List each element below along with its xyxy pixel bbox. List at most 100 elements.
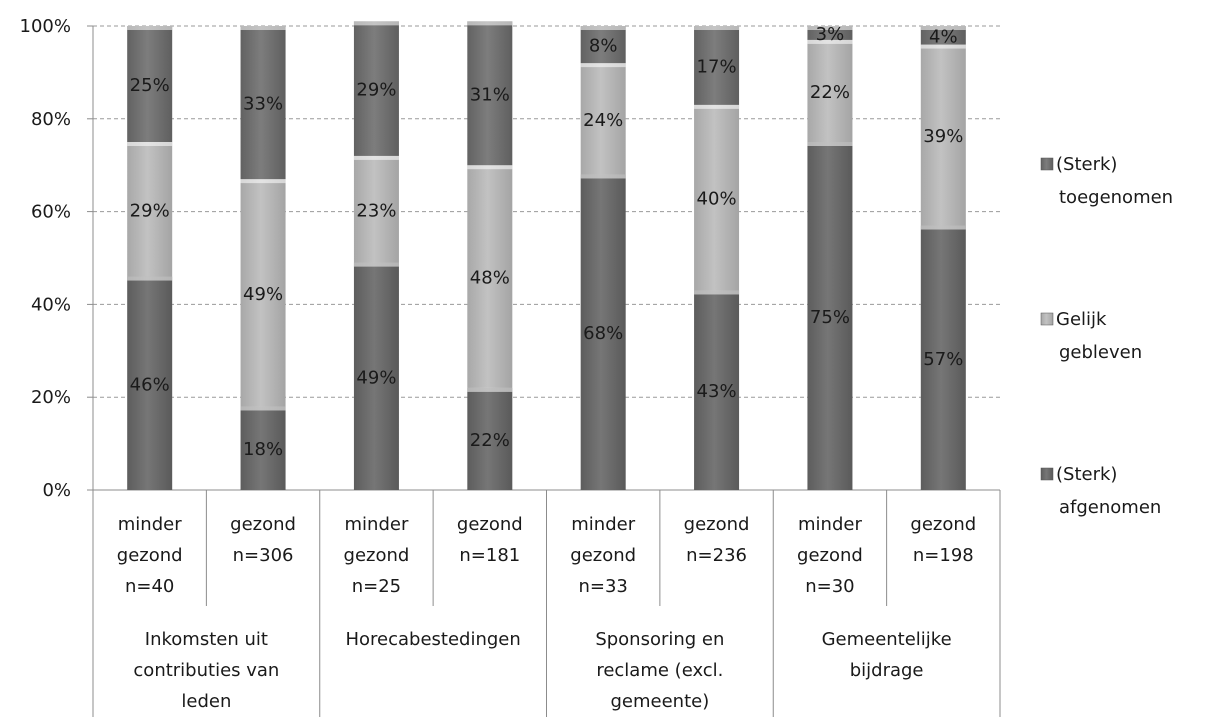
group-label: Inkomsten uit contributies van leden	[133, 629, 279, 712]
bar-segment	[580, 174, 626, 491]
data-label: 40%	[697, 189, 737, 210]
data-label: 22%	[810, 82, 850, 103]
data-label: 8%	[589, 36, 618, 57]
bar-segment	[920, 26, 966, 45]
bar-segment-highlight	[467, 387, 513, 392]
category-label: gezond n=236	[684, 514, 750, 566]
group-label: Horecabestedingen	[345, 629, 520, 650]
data-label: 57%	[923, 349, 963, 370]
bar-segment-highlight	[353, 262, 399, 267]
bar-segment	[920, 44, 966, 226]
bar-segment-highlight	[807, 142, 853, 146]
x-axis-labels: minder gezond n=40 gezond n=306 minder gezond n…	[117, 514, 976, 712]
bar-segment-highlight	[467, 21, 513, 26]
legend-label: Gelijk gebleven	[1056, 309, 1142, 363]
legend: (Sterk) toegenomen Gelijk gebleven (Sterk) af…	[1040, 154, 1173, 518]
y-tick-label: 100%	[20, 16, 71, 37]
bar-segment-highlight	[353, 155, 399, 160]
bar-segment-highlight	[580, 174, 626, 179]
bar-segment	[807, 39, 853, 142]
legend-swatch	[1040, 467, 1054, 481]
bar-segment	[467, 21, 513, 166]
bar-segment	[694, 26, 740, 105]
data-labels: 46% 29% 25% 18% 49% 33% 49% 23% 29% 22% 48% 31% 68% 2…	[130, 24, 964, 460]
bar-segment-highlight	[467, 165, 513, 170]
y-tick-label: 40%	[31, 294, 71, 315]
y-tick-label: 80%	[31, 109, 71, 130]
category-label: gezond n=198	[910, 514, 976, 566]
bar-segment	[240, 179, 286, 407]
bar-segment	[240, 26, 286, 180]
bar-segment-highlight	[920, 225, 966, 230]
data-label: 33%	[243, 94, 283, 115]
bar-segment	[580, 26, 626, 64]
legend-label: (Sterk) toegenomen	[1056, 154, 1173, 208]
data-label: 49%	[243, 284, 283, 305]
data-label: 24%	[583, 110, 623, 131]
data-label: 22%	[470, 430, 510, 451]
category-label: minder gezond n=30	[797, 514, 863, 597]
bar-segment	[127, 276, 173, 490]
data-label: 29%	[356, 80, 396, 101]
bar-segment	[467, 165, 513, 388]
bar-segment	[694, 104, 740, 291]
bar-segment	[694, 290, 740, 490]
bar-segment	[920, 225, 966, 490]
bar-segment-highlight	[920, 26, 966, 30]
legend-swatch	[1040, 312, 1054, 326]
axes: 0% 20% 40% 60% 80% 100%	[20, 16, 1001, 717]
data-label: 39%	[923, 126, 963, 147]
bar-segment-highlight	[694, 26, 740, 30]
category-label: minder gezond n=33	[570, 514, 636, 597]
y-tick-label: 20%	[31, 387, 71, 408]
legend-item: (Sterk) afgenomen	[1040, 464, 1161, 518]
data-label: 25%	[130, 75, 170, 96]
legend-swatch	[1040, 157, 1054, 171]
data-label: 23%	[356, 200, 396, 221]
category-label: gezond n=306	[230, 514, 296, 566]
category-label: gezond n=181	[457, 514, 523, 566]
data-label: 17%	[697, 56, 737, 77]
data-label: 48%	[470, 268, 510, 289]
bar-segment-highlight	[920, 44, 966, 49]
bar-segment-highlight	[240, 26, 286, 30]
data-label: 31%	[470, 84, 510, 105]
bar-segment	[580, 63, 626, 175]
bar-segment-highlight	[127, 142, 173, 146]
legend-item: Gelijk gebleven	[1040, 309, 1142, 363]
bar-segment	[127, 26, 173, 142]
category-label: minder gezond n=40	[117, 514, 183, 597]
bar-segment-highlight	[807, 26, 853, 30]
data-label: 18%	[243, 439, 283, 460]
y-tick-label: 60%	[31, 202, 71, 223]
bar-segment	[127, 142, 173, 277]
bar-segment	[353, 21, 399, 156]
category-label: minder gezond n=25	[344, 514, 410, 597]
group-label: Gemeentelijke bijdrage	[822, 629, 952, 681]
bar-segment	[807, 142, 853, 490]
bar-segment-highlight	[127, 26, 173, 30]
bar-segment-highlight	[127, 276, 173, 281]
data-label: 43%	[697, 381, 737, 402]
data-label: 46%	[130, 374, 170, 395]
bar-segment-highlight	[240, 406, 286, 411]
data-label: 3%	[816, 24, 845, 45]
y-tick-label: 0%	[42, 480, 71, 501]
bar-segment	[240, 406, 286, 490]
legend-label: (Sterk) afgenomen	[1056, 464, 1161, 518]
bar-segment	[353, 262, 399, 490]
bar-segment-highlight	[240, 179, 286, 184]
bar-segment-highlight	[694, 104, 740, 109]
bar-segment-highlight	[694, 290, 740, 295]
bar-segment	[353, 155, 399, 263]
bar-segment-highlight	[807, 39, 853, 44]
gridlines	[93, 25, 1000, 398]
data-label: 4%	[929, 26, 958, 47]
bar-segment-highlight	[580, 26, 626, 30]
data-label: 75%	[810, 307, 850, 328]
bar-segment-highlight	[353, 21, 399, 26]
bar-segment-highlight	[580, 63, 626, 68]
bars	[127, 21, 966, 491]
group-label: Sponsoring en reclame (excl. gemeente)	[595, 629, 724, 712]
